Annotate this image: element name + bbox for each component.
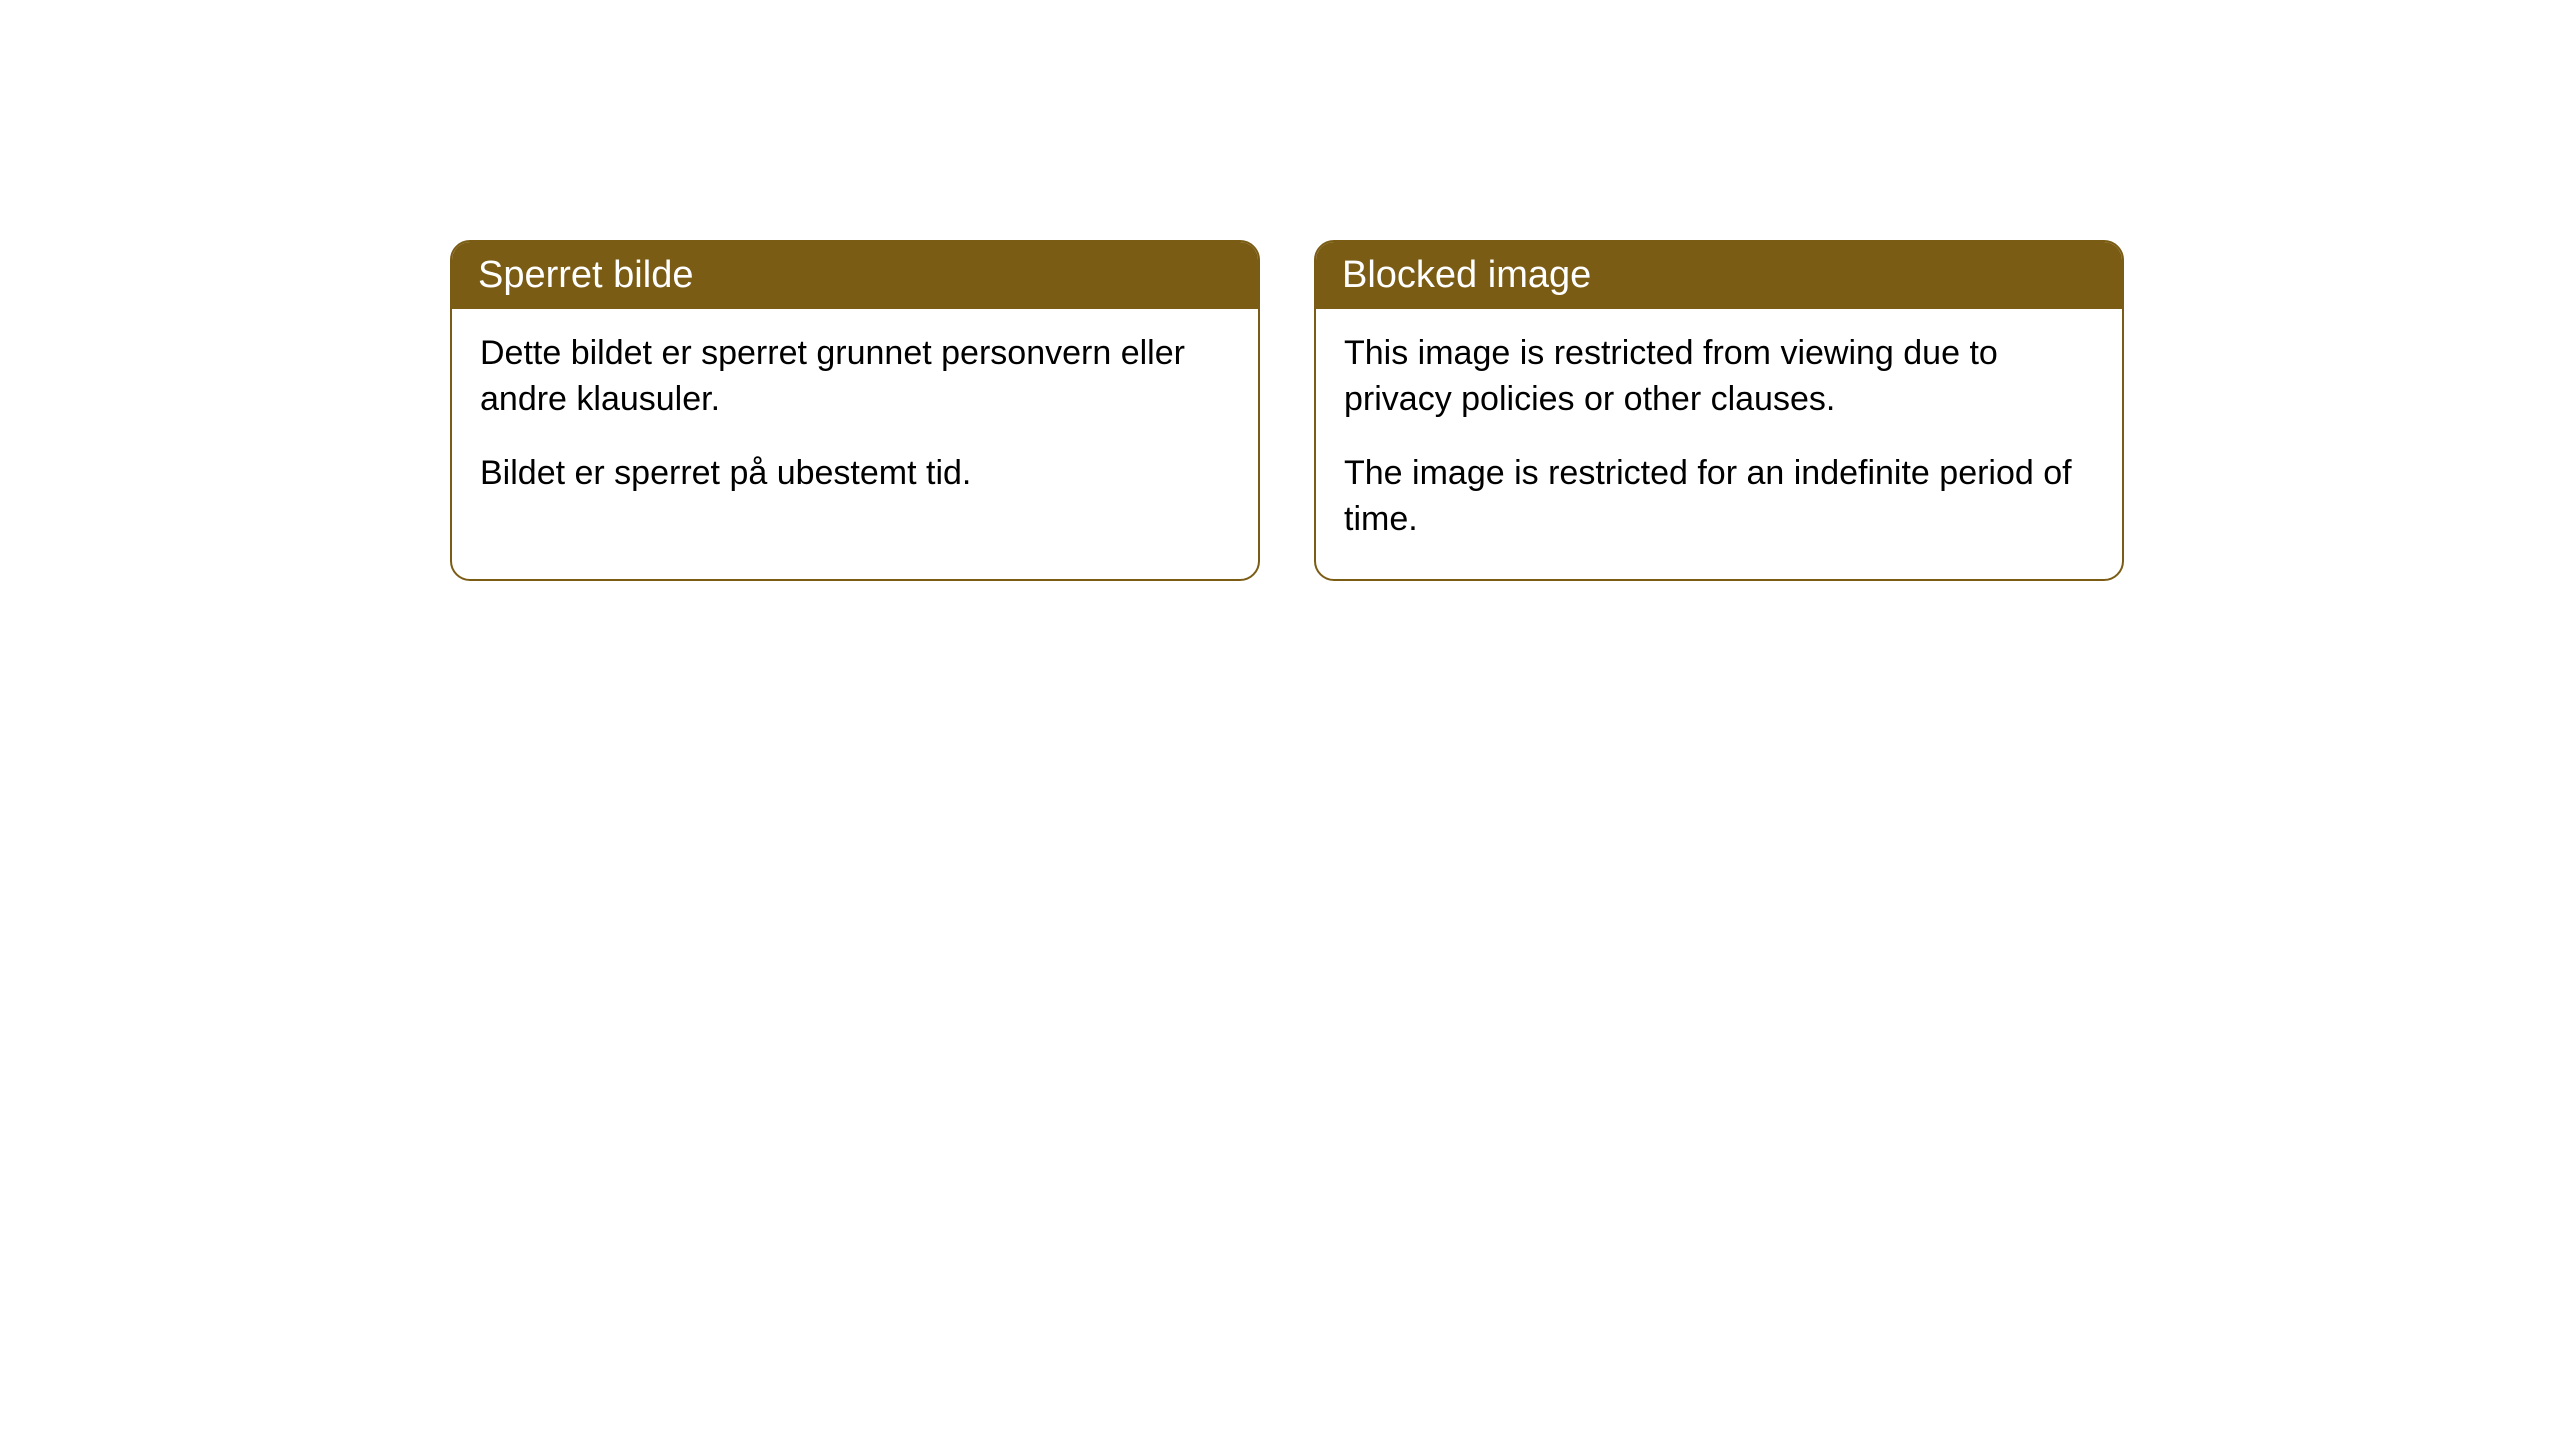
cards-container: Sperret bilde Dette bildet er sperret gr… [450,240,2124,581]
card-header-norwegian: Sperret bilde [452,242,1258,309]
card-paragraph-2-norwegian: Bildet er sperret på ubestemt tid. [480,451,1230,497]
card-body-english: This image is restricted from viewing du… [1316,309,2122,579]
card-paragraph-1-norwegian: Dette bildet er sperret grunnet personve… [480,331,1230,423]
card-header-english: Blocked image [1316,242,2122,309]
blocked-image-card-english: Blocked image This image is restricted f… [1314,240,2124,581]
card-paragraph-1-english: This image is restricted from viewing du… [1344,331,2094,423]
card-paragraph-2-english: The image is restricted for an indefinit… [1344,451,2094,543]
card-body-norwegian: Dette bildet er sperret grunnet personve… [452,309,1258,533]
blocked-image-card-norwegian: Sperret bilde Dette bildet er sperret gr… [450,240,1260,581]
